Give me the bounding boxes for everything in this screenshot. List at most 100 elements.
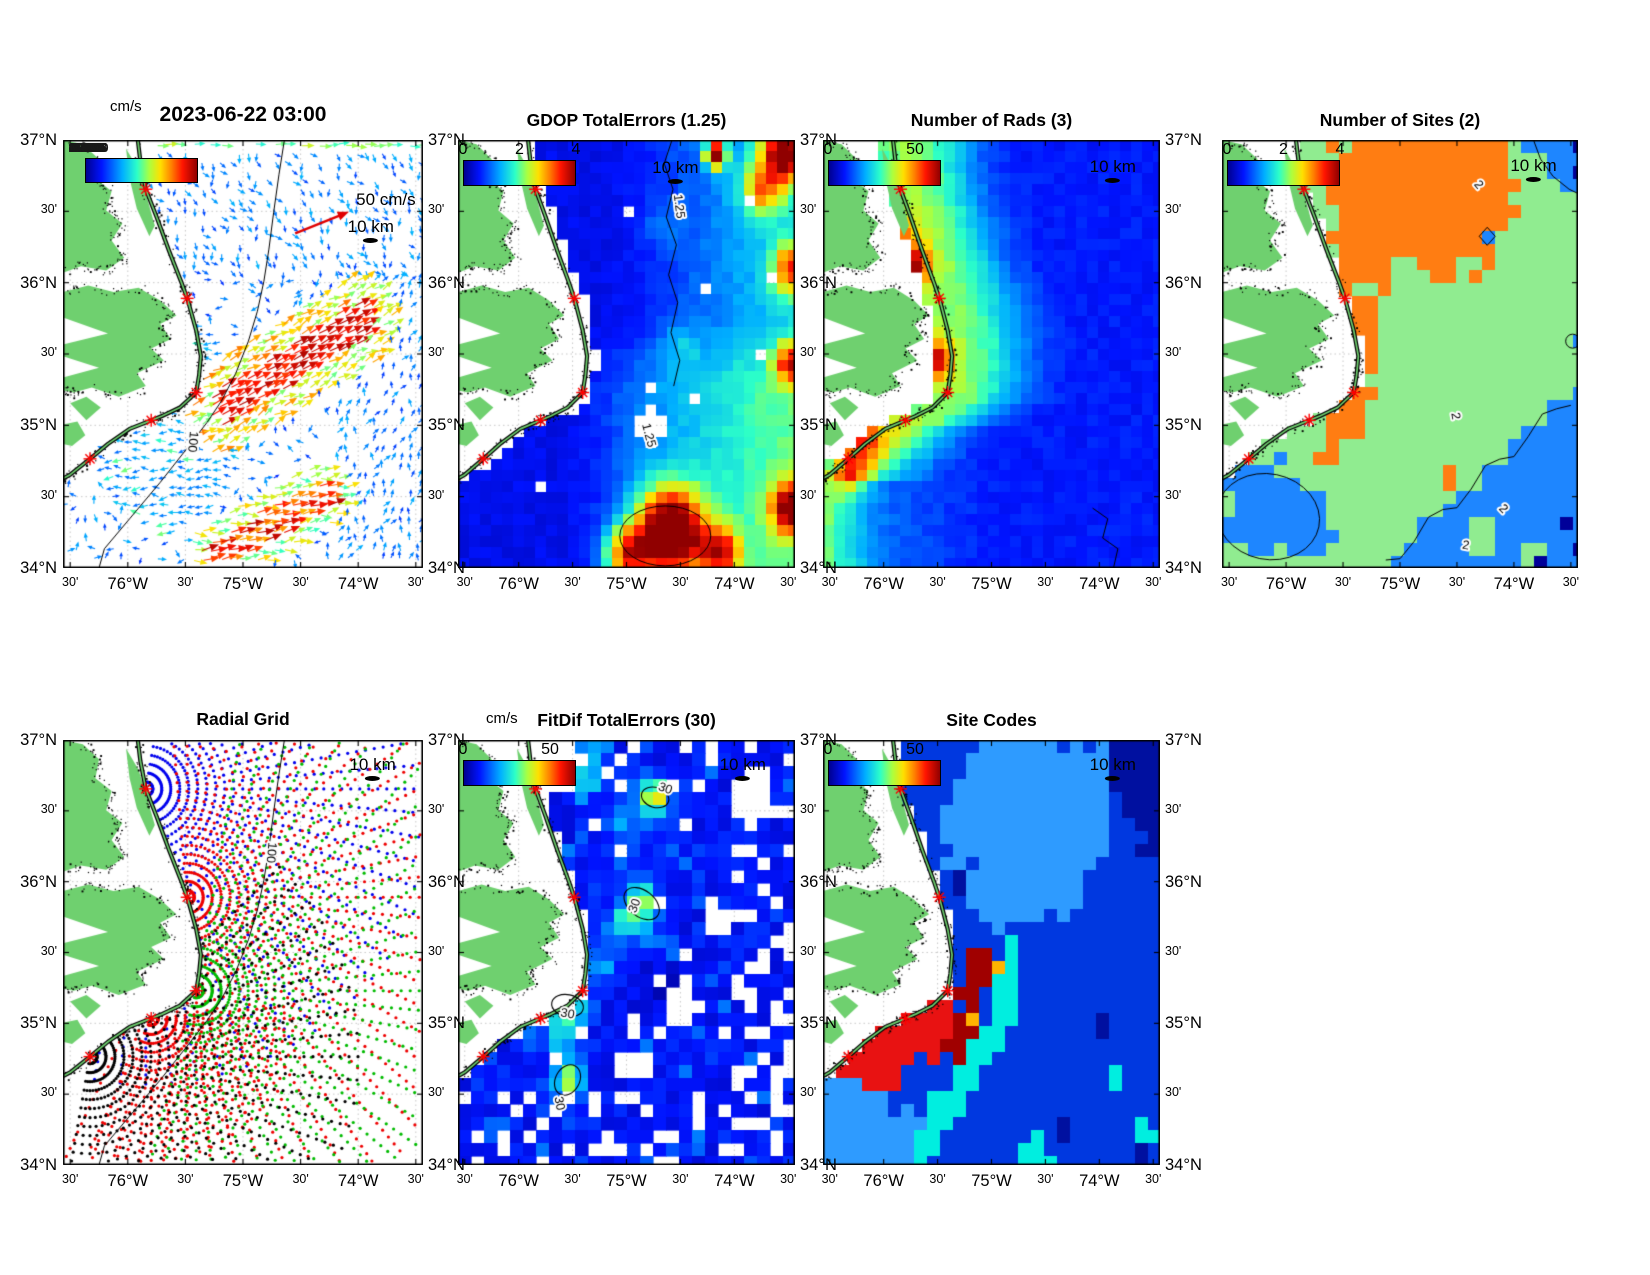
colorbar-gradient [85,158,198,183]
colorbar: 0 50 [824,741,941,786]
axis-tick-label: 36°N [800,872,837,891]
axis-tick-label: 34°N [428,559,465,577]
axis-tick-label: 74°W [714,575,755,593]
axis-tick-label: 75°W [222,1172,264,1190]
axis-tick-label: 30' [1220,575,1238,589]
gdop-map-canvas [458,140,795,568]
axis-tick-label: 30' [800,487,817,502]
axis-tick-label: 75°W [222,575,264,593]
site-codes-map-canvas [823,740,1160,1165]
axis-tick-label: 30' [40,202,57,217]
axis-tick-label: 36°N [428,872,465,891]
panel-title: FitDif TotalErrors (30) [537,710,716,730]
axis-tick-label: 76°W [498,575,539,593]
scale-bar-label: 10 km [652,158,699,178]
colorbar-units-label: cm/s [486,710,518,727]
panel-surface-currents: 2023-06-22 03:00 cm/s 0 2 4 6 8 10 12 14… [63,98,423,568]
axis-tick-label: 75°W [1379,575,1421,593]
axis-tick-label: 30' [456,575,473,589]
axis-tick-label: 30' [672,575,689,589]
scale-bar-icon [1105,177,1121,183]
axis-tick-label: 30' [62,575,79,589]
colorbar-gradient [828,760,941,786]
panel-gdop-total-errors: GDOP TotalErrors (1.25) 0 2 4 10 km [458,110,795,568]
axis-tick-label: 30' [177,575,194,589]
panel-title: Number of Sites (2) [1319,110,1481,130]
axis-tick-label: 34°N [1165,1156,1202,1174]
axis-tick-label: 30' [929,575,946,589]
axis-tick-label: 37°N [428,131,465,149]
axis-tick-label: 34°N [800,559,837,577]
axis-tick-label: 30' [1165,345,1182,359]
axis-tick-label: 36°N [1165,273,1202,292]
colorbar-tick-label: 0 [458,141,468,158]
axis-tick-label: 30' [428,943,445,958]
axis-tick-label: 35°N [1165,416,1202,435]
colorbar: 0 2 4 [459,141,580,186]
axis-tick-label: 30' [1145,1172,1162,1186]
scale-bar-label: 10 km [1089,755,1136,775]
axis-tick-label: 36°N [20,273,57,292]
axis-tick-label: 30' [1145,575,1162,589]
axis-tick-label: 76°W [863,1172,904,1190]
colorbar-tick-label: 2 [1279,141,1288,158]
colorbar-tick-label: 0 [823,741,833,758]
axis-tick-label: 74°W [714,1172,755,1190]
axis-tick-label: 30' [1165,487,1182,502]
radial-grid-map-canvas [63,740,423,1165]
axis-tick-label: 37°N [800,731,837,749]
axis-tick-label: 30' [407,575,424,589]
panel-title: Number of Rads (3) [910,110,1073,130]
axis-tick-label: 34°N [20,1156,57,1174]
axis-tick-label: 35°N [800,416,837,435]
axis-tick-label: 30' [821,1172,838,1186]
axis-tick-label: 34°N [1165,559,1202,577]
colorbar-tick-label: 0 [823,141,833,158]
axis-tick-label: 30' [1165,943,1182,958]
panel-title: Site Codes [946,710,1037,730]
panel-title: 2023-06-22 03:00 [159,103,327,126]
axis-tick-label: 36°N [428,273,465,292]
axis-tick-label: 30' [929,1172,946,1186]
axis-tick-label: 36°N [1165,872,1202,891]
distance-scale: 10 km [1510,157,1557,182]
vector-scale-label: 50 cm/s [356,189,416,209]
colorbar-tick-label: 50 [541,741,559,758]
axis-tick-label: 30' [428,1085,445,1100]
number-of-sites-map-canvas [1222,140,1578,568]
axis-tick-label: 30' [672,1172,689,1186]
axis-tick-label: 34°N [428,1156,465,1174]
axis-tick-label: 30' [800,202,817,217]
axis-tick-label: 35°N [800,1014,837,1033]
colorbar-tick-label: 50 [906,741,924,758]
axis-tick-label: 30' [1165,801,1182,816]
axis-tick-label: 35°N [20,416,57,435]
colorbar: 0 2 4 [1223,141,1344,186]
axis-tick-label: 76°W [863,575,904,593]
axis-tick-label: 30' [1334,575,1352,589]
axis-tick-label: 75°W [971,1172,1012,1190]
axis-tick-label: 35°N [428,1014,465,1033]
axis-tick-label: 30' [292,575,309,589]
axis-tick-label: 30' [40,487,57,502]
scale-bar-label: 10 km [719,755,766,775]
colorbar-tick-label: 0 [1222,141,1232,158]
axis-tick-label: 30' [800,943,817,958]
axis-tick-label: 76°W [498,1172,539,1190]
panel-title: GDOP TotalErrors (1.25) [526,110,727,130]
axis-tick-label: 30' [40,801,57,816]
axis-tick-label: 30' [1037,1172,1054,1186]
axis-tick-label: 30' [292,1172,309,1186]
axis-tick-label: 74°W [337,1172,379,1190]
colorbar-gradient [1227,160,1340,186]
axis-tick-label: 30' [564,1172,581,1186]
colorbar-tick-label: 0 [458,741,468,758]
colorbar-gradient [828,160,941,186]
axis-tick-label: 76°W [107,575,149,593]
axis-tick-label: 74°W [1079,1172,1120,1190]
panel-radial-grid: Radial Grid 10 km [63,709,423,1165]
fitdif-map-canvas [458,740,795,1165]
colorbar: 0 2 4 6 8 10 12 14 16 18 20 22 24 26 28 … [69,140,198,183]
distance-scale: 10 km [719,755,766,782]
axis-tick-label: 75°W [606,575,647,593]
